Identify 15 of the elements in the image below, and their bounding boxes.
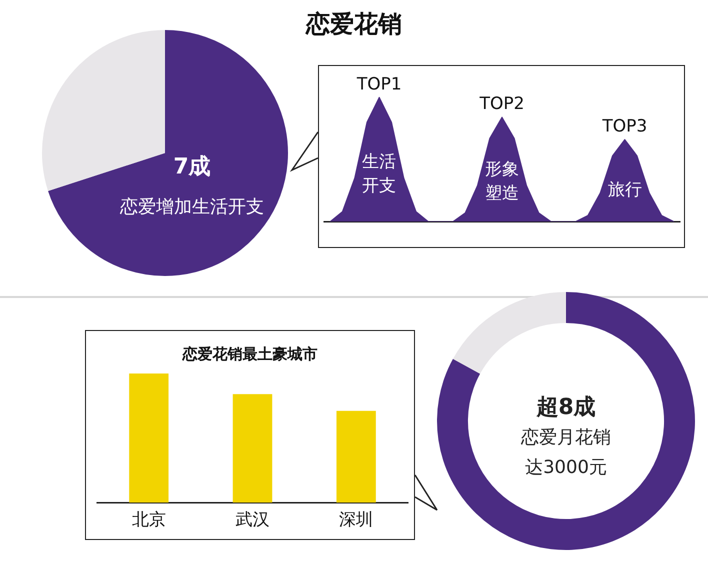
annotation: 旅行 xyxy=(608,180,642,200)
annotation: TOP2 xyxy=(478,94,524,114)
text: 恋爱月花销达3000元 xyxy=(520,426,611,478)
text: 恋爱花销 xyxy=(304,9,403,40)
annotation: TOP3 xyxy=(601,116,648,137)
text: 7成 xyxy=(173,154,211,180)
x-tick-label: 武汉 xyxy=(236,510,270,530)
annotation: 生活开支 xyxy=(362,152,396,196)
x-tick-label: 北京 xyxy=(132,510,166,530)
chart-title: 恋爱花销最土豪城市 xyxy=(181,345,318,364)
annotation: 形象塑造 xyxy=(485,159,519,204)
text: 恋爱增加生活开支 xyxy=(119,196,264,218)
x-tick-label: 深圳 xyxy=(339,510,374,530)
text: 超8成 xyxy=(535,394,596,420)
text: TOP1 xyxy=(356,74,402,94)
